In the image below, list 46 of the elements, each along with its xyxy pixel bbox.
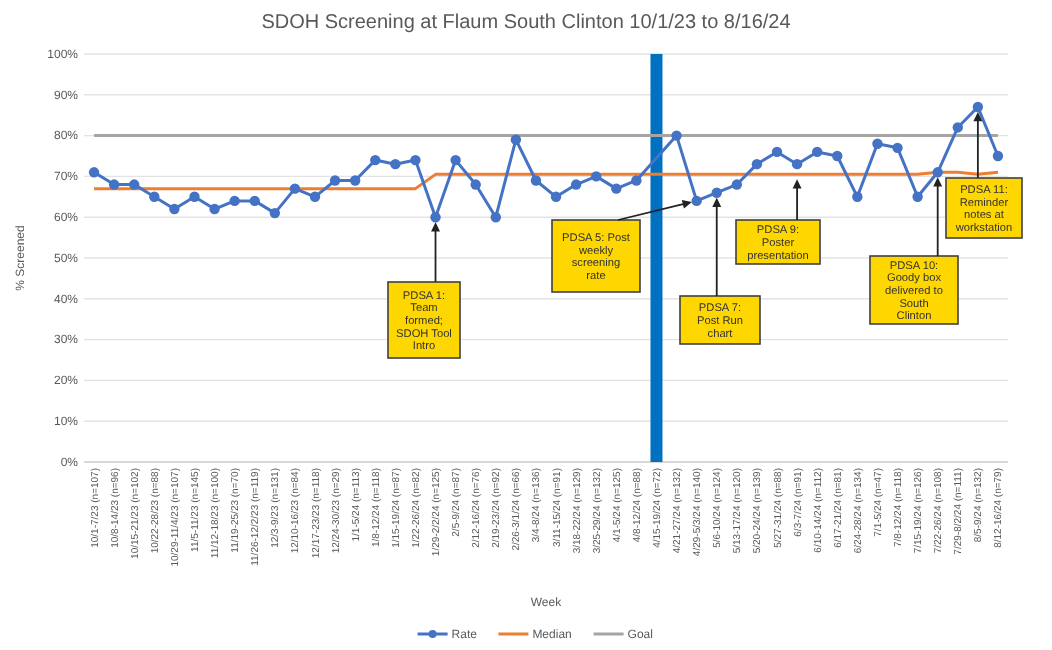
point xyxy=(309,191,321,202)
chart-title: SDOH Screening at Flaum South Clinton 10/1/23 to 8/16/24 xyxy=(261,12,792,34)
point xyxy=(972,101,984,113)
point xyxy=(510,134,522,145)
point xyxy=(410,154,421,166)
point xyxy=(631,175,642,186)
point xyxy=(289,183,301,194)
point xyxy=(731,179,743,190)
point xyxy=(811,146,823,158)
point xyxy=(852,191,863,202)
point xyxy=(349,175,361,186)
point xyxy=(912,191,923,202)
point xyxy=(711,187,722,198)
point xyxy=(249,195,260,207)
point xyxy=(269,207,281,219)
point xyxy=(108,179,120,190)
point xyxy=(229,195,240,207)
point xyxy=(88,167,100,178)
point xyxy=(952,122,963,133)
point xyxy=(149,191,160,202)
point xyxy=(430,212,441,223)
point xyxy=(611,183,622,194)
point xyxy=(992,150,1004,162)
point xyxy=(570,179,582,190)
point xyxy=(189,191,200,202)
point xyxy=(932,167,943,178)
point xyxy=(530,175,542,186)
point xyxy=(671,130,682,141)
point xyxy=(691,195,702,207)
point xyxy=(832,150,843,162)
point xyxy=(490,212,501,223)
point xyxy=(129,179,140,190)
point xyxy=(550,191,562,202)
point xyxy=(390,158,401,170)
point xyxy=(591,171,602,182)
point xyxy=(450,154,461,166)
point xyxy=(470,179,481,190)
point xyxy=(209,203,220,215)
point xyxy=(169,203,180,215)
point xyxy=(370,154,381,166)
point xyxy=(771,146,783,158)
point xyxy=(791,158,803,170)
point xyxy=(751,158,763,170)
point xyxy=(872,138,883,149)
point xyxy=(892,142,903,154)
point xyxy=(329,175,341,186)
